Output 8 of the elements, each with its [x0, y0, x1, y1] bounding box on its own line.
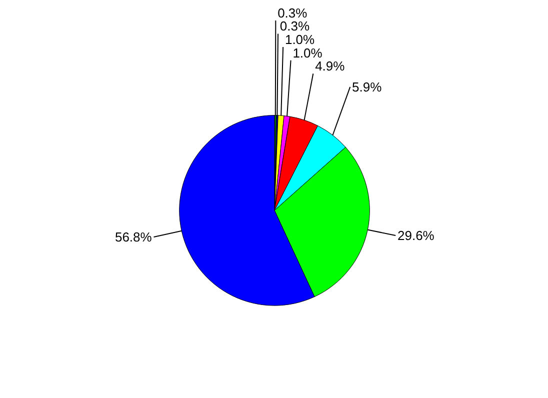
data-label: 1.0%: [284, 32, 316, 48]
data-label: 4.9%: [315, 58, 346, 74]
data-label: 5.9%: [352, 79, 382, 94]
data-label: 29.6%: [398, 228, 435, 244]
data-label: 1.0%: [292, 45, 323, 60]
data-label: 0.3%: [278, 5, 308, 20]
data-label: 0.3%: [280, 18, 310, 34]
data-label: 56.8%: [114, 230, 152, 245]
